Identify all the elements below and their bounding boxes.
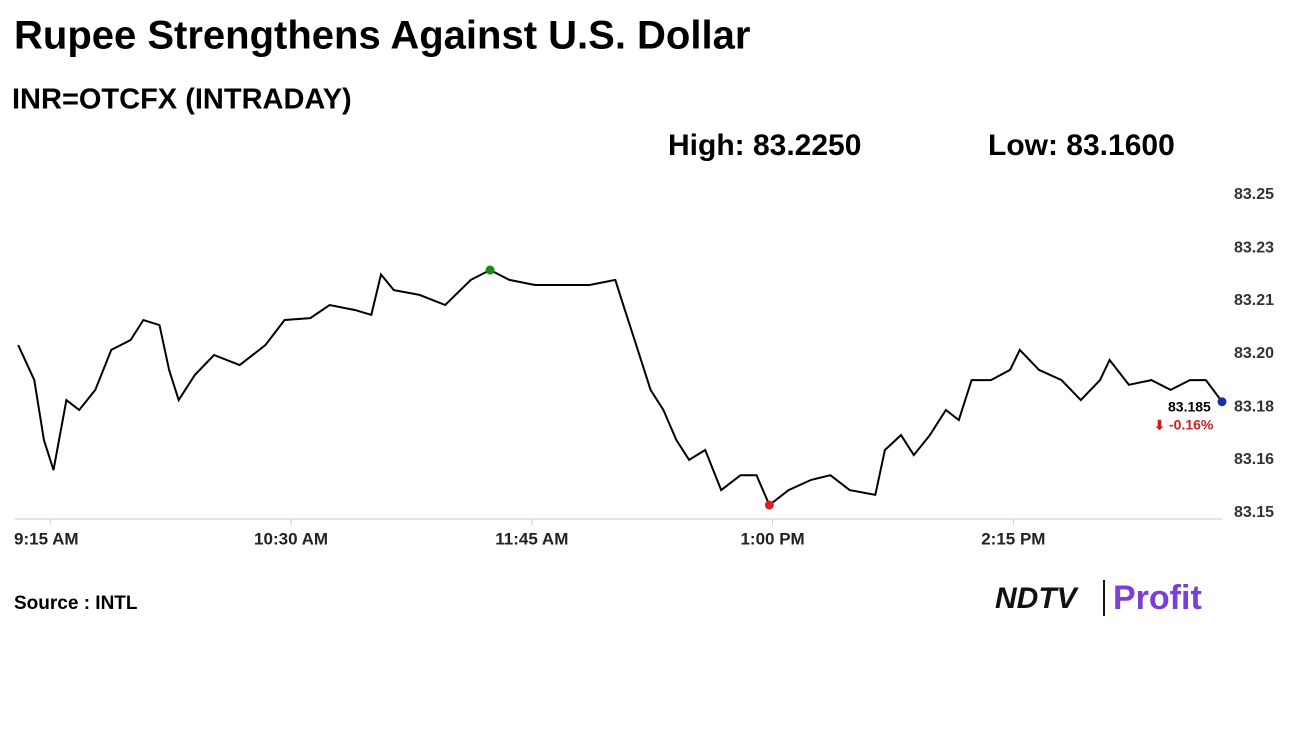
low-annotation: Low: 83.1600 xyxy=(988,129,1175,162)
x-tick-label: 11:45 AM xyxy=(495,529,568,548)
x-tick-label: 2:15 PM xyxy=(981,529,1045,548)
chart-title: Rupee Strengthens Against U.S. Dollar xyxy=(14,14,750,58)
low-marker xyxy=(764,500,774,510)
change-arrow: ⬇ xyxy=(1154,417,1165,432)
y-tick-label: 83.25 xyxy=(1234,186,1274,203)
logo-ndtv: NDTV xyxy=(995,582,1080,615)
last-value-label: 83.185 xyxy=(1168,399,1211,415)
high-marker xyxy=(485,265,495,275)
logo-profit: Profit xyxy=(1113,579,1202,617)
x-tick-label: 10:30 AM xyxy=(254,529,328,548)
high-annotation: High: 83.2250 xyxy=(668,129,861,162)
y-tick-label: 83.21 xyxy=(1234,292,1274,309)
x-tick-label: 1:00 PM xyxy=(740,529,804,548)
change-label: -0.16% xyxy=(1169,417,1214,433)
y-tick-label: 83.15 xyxy=(1234,504,1274,521)
x-tick-label: 9:15 AM xyxy=(14,529,79,548)
last-marker xyxy=(1217,397,1227,407)
chart-subtitle: INR=OTCFX (INTRADAY) xyxy=(12,84,352,116)
y-tick-label: 83.18 xyxy=(1234,398,1274,415)
y-tick-label: 83.16 xyxy=(1234,451,1274,468)
y-tick-label: 83.20 xyxy=(1234,345,1274,362)
price-line xyxy=(17,268,1223,507)
y-tick-label: 83.23 xyxy=(1234,239,1274,256)
source: Source : INTL xyxy=(14,593,138,614)
